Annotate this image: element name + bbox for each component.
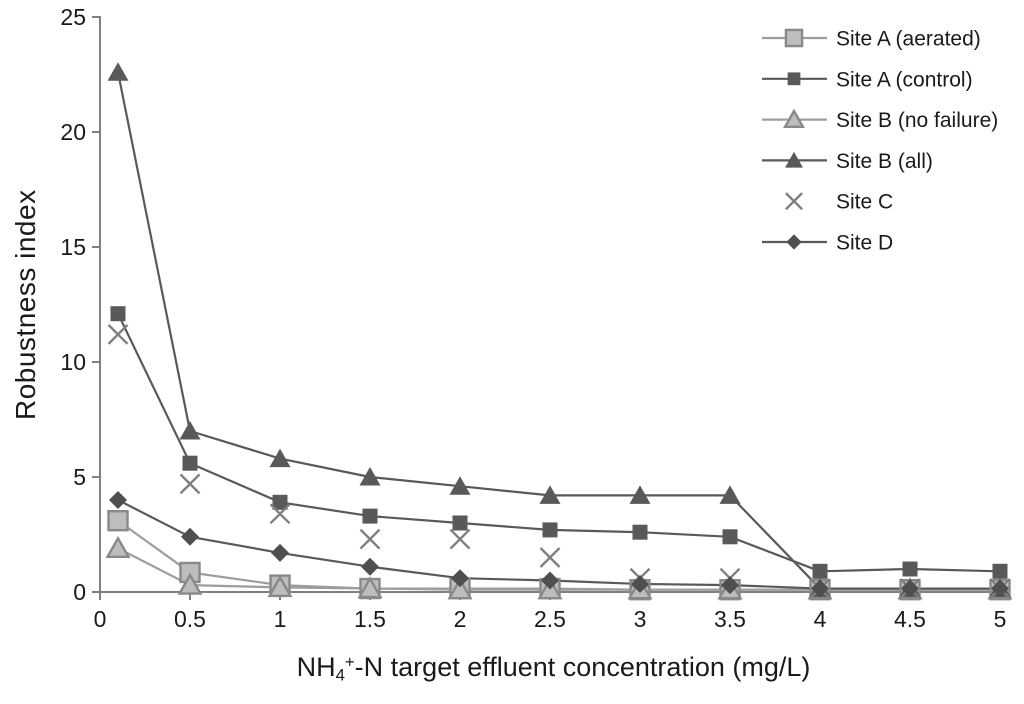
triangle-dark-marker [629,485,651,504]
x-tick-label: 0 [94,606,107,632]
x-marker [785,192,803,211]
triangle-dark-marker [359,467,381,486]
diamond-marker [721,576,739,595]
triangle-dark-marker [179,421,201,440]
x-tick-label: 0.5 [174,606,206,632]
x-tick-label: 1.5 [354,606,386,632]
x-marker [449,528,471,550]
diamond-marker [181,527,199,546]
square-dark-marker [992,563,1008,579]
series-line-1 [117,313,1001,573]
square-dark-marker [722,529,738,545]
x-tick-label: 4.5 [894,606,926,632]
legend-label: Site A (aerated) [836,28,981,51]
series-markers-5 [109,491,1009,598]
legend-label: Site B (no failure) [836,109,998,132]
triangle-light-marker [783,108,805,129]
triangle-light-marker [177,572,203,595]
legend-item: Site A (aerated) [762,28,981,51]
legend-label: Site B (all) [836,150,933,173]
triangle-dark-marker [719,485,741,504]
y-axis-title: Robustness index [10,189,41,420]
triangle-light-marker [447,577,473,600]
legend-item: Site D [762,232,893,255]
triangle-dark-marker [785,151,803,168]
legend-item: Site B (all) [762,150,933,173]
legend-item: Site B (no failure) [762,108,998,132]
series-line-5 [117,499,1000,590]
diamond-marker [109,491,127,509]
y-tick-label: 10 [60,349,86,375]
square-dark-marker [182,455,198,471]
y-tick-label: 25 [60,4,86,30]
triangle-dark-marker [107,62,129,81]
diamond-marker [811,579,829,598]
diamond-marker [271,543,289,562]
square-dark-marker [542,522,558,538]
series-markers-4 [107,324,1011,599]
series-markers-3 [107,62,1011,598]
x-axis-title: NH4+-N target effluent concentration (mg… [100,652,1007,686]
square-dark-marker [452,515,468,531]
x-tick-label: 1 [274,606,287,632]
legend-item: Site A (control) [762,68,973,91]
triangle-dark-marker [539,485,561,504]
x-tick-label: 4 [814,606,827,632]
diamond-marker [541,571,559,590]
square-dark-marker [362,508,378,524]
diamond-marker [451,569,469,588]
square-light-marker [107,510,129,532]
x-marker [539,547,561,568]
x-marker [179,473,201,495]
diamond-marker [631,574,649,593]
triangle-light-marker [267,574,293,598]
square-dark-marker [787,72,801,86]
legend-label: Site C [836,191,893,214]
triangle-light-marker [105,535,131,558]
diamond-marker [901,579,919,598]
y-tick-label: 20 [60,119,86,145]
x-marker [269,503,291,525]
legend-label: Site A (control) [836,68,973,91]
triangle-light-marker [357,576,383,599]
x-tick-label: 3 [634,606,647,632]
x-tick-label: 3.5 [714,606,746,632]
triangle-dark-marker [449,476,471,495]
x-tick-label: 2.5 [534,606,566,632]
y-tick-label: 15 [60,234,86,260]
diamond-marker [361,557,379,576]
square-dark-marker [110,306,126,322]
square-dark-marker [902,561,918,577]
x-marker [359,528,381,550]
square-light-marker [784,28,804,48]
square-dark-marker [812,563,828,579]
x-axis-title-text: -N target effluent concentration (mg/L) [354,652,811,682]
triangle-dark-marker [269,448,291,468]
square-dark-marker [272,494,288,510]
legend-label: Site D [836,232,893,255]
x-marker [107,324,129,345]
x-axis-title-text: NH [296,652,336,682]
legend: Site A (aerated) Site A (control) Site B (… [762,28,998,255]
x-axis-title-subscript: 4 [335,665,345,685]
diamond-marker [786,234,802,250]
y-tick-label: 5 [73,464,86,490]
x-axis-title-superscript: + [344,652,355,672]
y-tick-label: 0 [73,579,86,605]
x-tick-label: 2 [454,606,467,632]
legend-item: Site C [785,191,893,214]
x-tick-label: 5 [994,606,1007,632]
diamond-marker [991,579,1009,598]
series-markers-1 [110,306,1008,579]
square-dark-marker [632,524,648,540]
